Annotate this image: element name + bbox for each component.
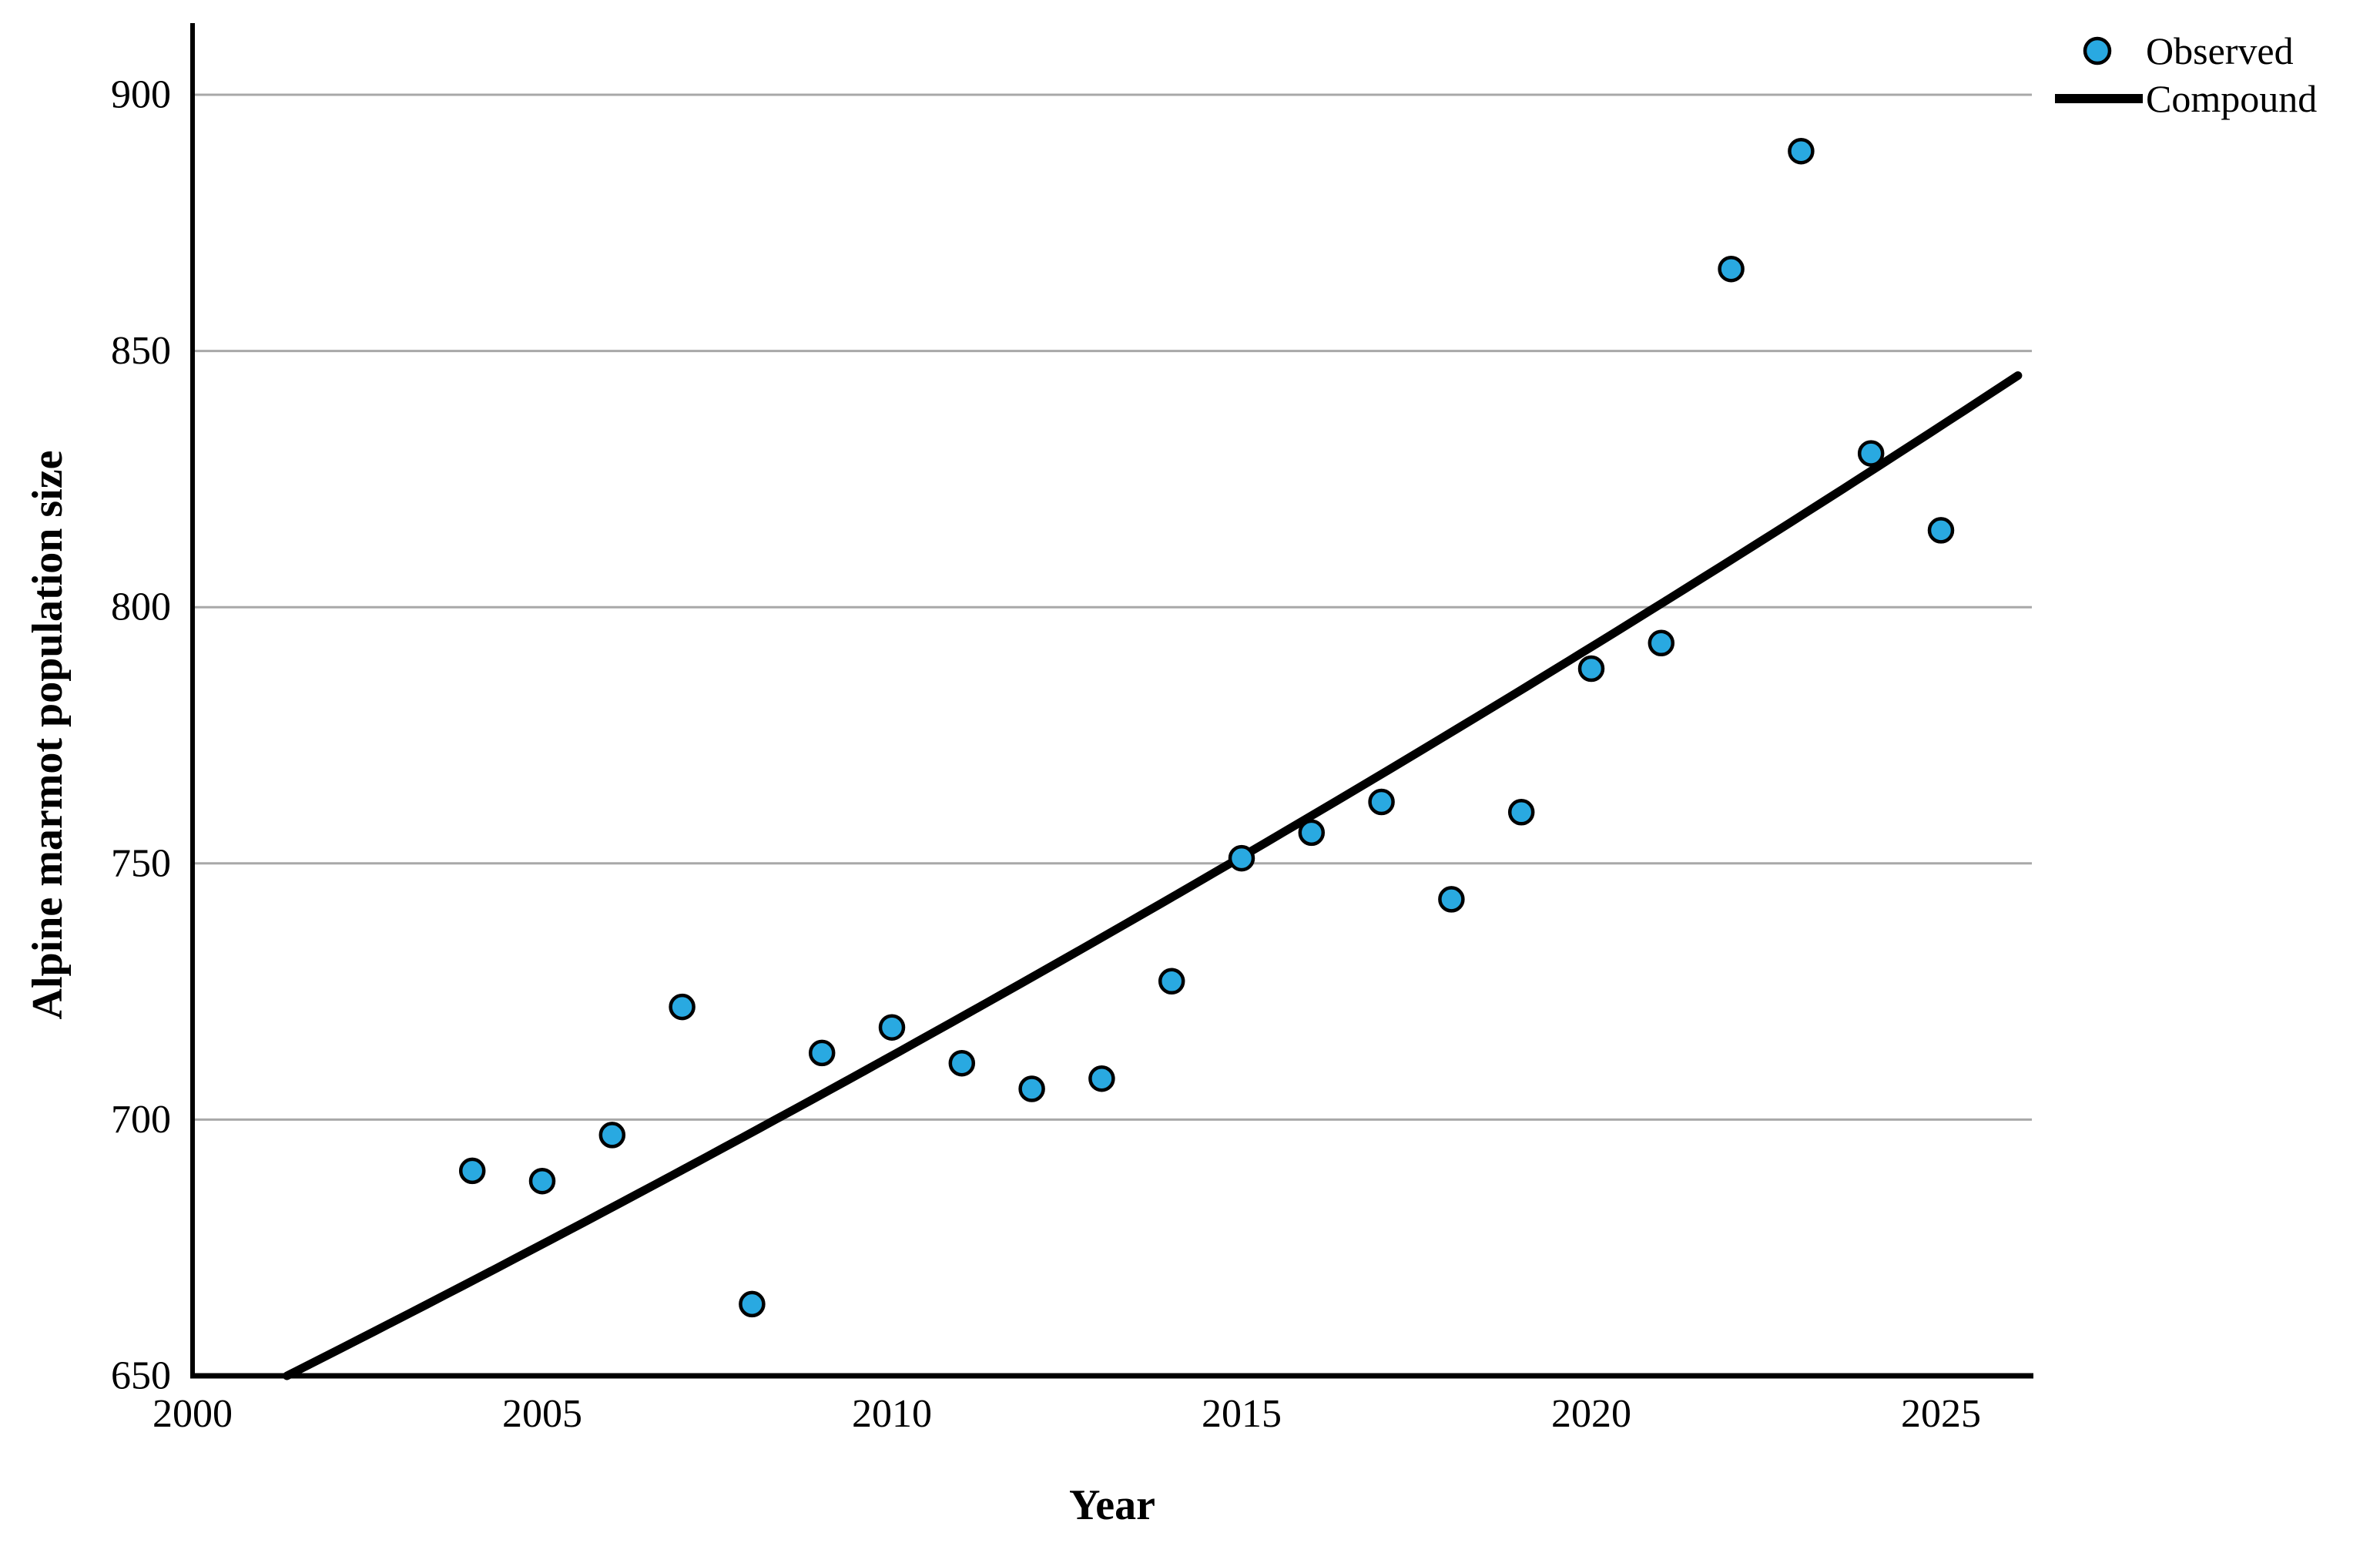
data-point-2023 [1788,137,1815,165]
data-point-2017 [1368,788,1395,816]
x-tick-label-2000: 2000 [153,1392,233,1436]
data-point-2018 [1438,886,1465,913]
data-point-2022 [1718,255,1745,283]
tick-labels-layer: 650 700 750 800 850 900 2000 2005 2010 2015 2020 20… [111,73,1981,1437]
y-tick-label-700: 700 [111,1098,171,1142]
y-axis-title: Alpine marmot population size [24,451,72,1020]
data-point-2012 [1018,1075,1045,1102]
y-tick-label-900: 900 [111,73,171,117]
x-tick-label-2005: 2005 [502,1392,582,1436]
data-point-2014 [1158,968,1185,995]
data-point-2021 [1648,629,1675,657]
data-point-2010 [878,1014,906,1041]
gridlines-layer [194,93,2032,1121]
data-point-2016 [1298,819,1326,847]
y-tick-label-650: 650 [111,1354,171,1398]
compound-trend-line [283,371,2023,1380]
legend-observed-label: Observed [2146,29,2294,72]
y-tick-label-850: 850 [111,329,171,373]
legend-observed-marker-icon [2083,36,2112,65]
data-point-2009 [808,1039,836,1067]
data-point-2011 [948,1049,976,1077]
data-point-2015 [1228,844,1255,872]
y-tick-label-750: 750 [111,841,171,885]
x-axis-title: Year [1069,1481,1155,1529]
legend: Observed Compound [2055,29,2317,120]
x-tick-label-2015: 2015 [1202,1392,1282,1436]
x-tick-label-2020: 2020 [1551,1392,1631,1436]
observed-points-layer [458,137,1955,1318]
data-point-2013 [1088,1065,1115,1092]
data-point-2006 [598,1122,626,1149]
data-point-2007 [669,993,696,1021]
data-point-2025 [1927,517,1955,544]
data-point-2020 [1577,655,1605,683]
data-point-2019 [1507,799,1535,826]
data-point-2024 [1857,440,1885,467]
compound-trend-layer [283,371,2023,1380]
data-point-2005 [528,1167,556,1195]
data-point-2004 [458,1157,486,1185]
x-tick-label-2010: 2010 [852,1392,932,1436]
x-tick-label-2025: 2025 [1901,1392,1981,1436]
data-point-2008 [739,1290,766,1318]
axes-layer [190,23,2033,1379]
legend-compound-label: Compound [2146,77,2317,120]
y-tick-label-800: 800 [111,585,171,629]
